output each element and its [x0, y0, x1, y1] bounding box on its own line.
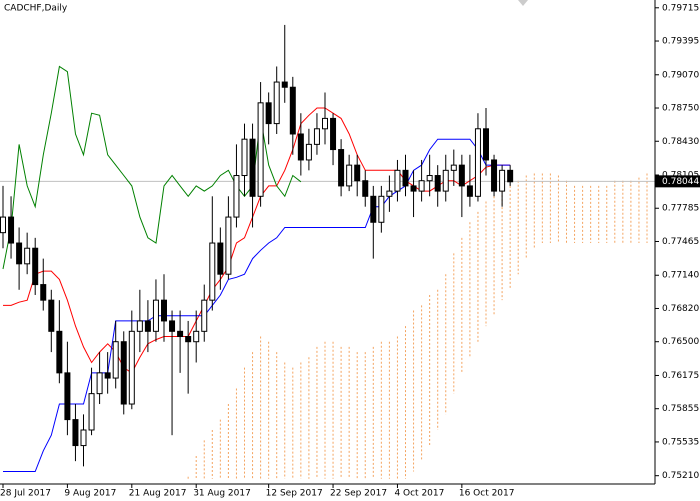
candle-body: [249, 138, 256, 197]
candle-body: [354, 164, 361, 182]
candle-body: [0, 216, 6, 234]
x-tick-label: 28 Jul 2017: [0, 489, 51, 499]
candle-body: [289, 86, 296, 135]
candle-body: [426, 175, 433, 182]
candle-body: [8, 216, 15, 244]
y-tick-label: 0.78430: [662, 137, 699, 147]
candle-body: [233, 175, 240, 218]
candle-body: [104, 372, 111, 379]
candle-body: [169, 320, 176, 332]
x-tick-label: 21 Aug 2017: [129, 489, 187, 499]
candle-body: [322, 117, 328, 130]
candle-body: [16, 242, 23, 265]
candle-body: [410, 185, 417, 192]
candle-body: [281, 81, 288, 88]
candle-body: [305, 143, 312, 161]
candle-body: [507, 169, 514, 183]
candle-body: [362, 180, 369, 197]
candle-body: [80, 429, 87, 447]
candle-body: [458, 164, 465, 187]
candle-body: [418, 180, 425, 192]
candle-body: [136, 320, 143, 332]
x-tick-label: 16 Oct 2017: [459, 489, 515, 499]
candle-body: [185, 336, 192, 343]
candle-body: [161, 299, 167, 322]
y-tick-label: 0.75855: [662, 404, 699, 414]
candle-body: [209, 242, 216, 301]
y-tick-label: 0.78750: [662, 104, 699, 114]
candle-body: [378, 195, 385, 223]
y-tick-label: 0.76175: [662, 371, 699, 381]
candle-body: [386, 190, 393, 197]
y-tick-label: 0.79395: [662, 37, 699, 47]
candle-body: [32, 247, 39, 286]
y-tick-label: 0.77465: [662, 237, 699, 247]
candle-body: [217, 242, 224, 275]
candle-body: [201, 299, 208, 332]
y-tick-label: 0.75210: [662, 471, 699, 481]
candle-body: [144, 320, 151, 332]
candle-body: [128, 330, 135, 405]
x-tick-label: 22 Sep 2017: [330, 489, 387, 499]
candle-body: [152, 299, 159, 332]
y-tick-label: 0.77140: [662, 271, 699, 281]
candle-body: [474, 128, 481, 197]
x-tick-label: 31 Aug 2017: [193, 489, 251, 499]
candle-body: [442, 169, 449, 192]
candle-body: [120, 341, 127, 405]
shift-marker: [518, 0, 528, 6]
candle-body: [370, 195, 377, 223]
y-tick-label: 0.79715: [662, 3, 699, 13]
candle-body: [88, 393, 95, 431]
y-tick-label: 0.75535: [662, 437, 699, 447]
indicator-line: [3, 107, 511, 374]
candle-body: [112, 341, 119, 379]
y-tick-label: 0.76820: [662, 304, 699, 314]
candle-body: [56, 330, 63, 374]
chart-title: CADCHF,Daily: [4, 4, 68, 14]
last-price-label: 0.78044: [662, 177, 699, 187]
candle-body: [499, 169, 506, 192]
candle-body: [72, 419, 79, 447]
y-tick-label: 0.79070: [662, 70, 699, 80]
x-tick-label: 12 Sep 2017: [266, 489, 323, 499]
indicator-line: [3, 138, 511, 472]
candle-body: [96, 372, 103, 395]
candle-body: [402, 169, 409, 187]
candle-body: [434, 175, 441, 192]
x-tick-label: 4 Oct 2017: [394, 489, 444, 499]
candle-body: [346, 164, 353, 187]
candle-body: [330, 117, 337, 151]
candle-body: [257, 102, 264, 197]
candle-body: [40, 284, 47, 301]
candle-body: [394, 169, 401, 192]
candle-body: [48, 299, 55, 332]
candle-body: [297, 133, 304, 161]
candle-body: [483, 128, 489, 161]
candle-body: [177, 330, 184, 338]
y-tick-label: 0.76500: [662, 337, 699, 347]
candle-body: [225, 216, 232, 275]
candle-body: [313, 128, 320, 145]
x-tick-label: 9 Aug 2017: [64, 489, 116, 499]
candle-body: [24, 247, 31, 265]
candle-body: [64, 372, 71, 421]
candle-body: [338, 149, 345, 187]
candle-body: [193, 330, 200, 343]
candle-body: [273, 81, 280, 125]
plot-area: [0, 24, 655, 479]
candle-body: [265, 102, 272, 125]
last-price-badge: [655, 175, 700, 188]
candle-body: [450, 164, 457, 171]
y-tick-label: 0.77785: [662, 204, 699, 214]
candle-body: [466, 185, 473, 197]
candle-body: [491, 159, 498, 192]
candle-body: [241, 138, 248, 177]
